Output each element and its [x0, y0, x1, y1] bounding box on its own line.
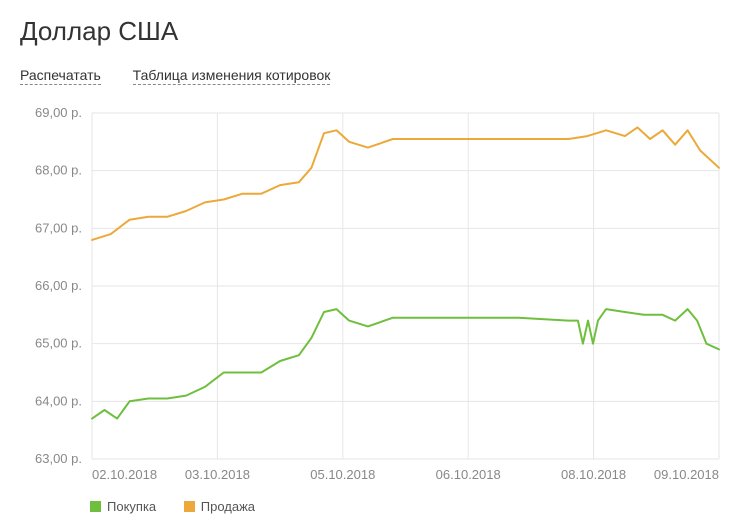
quotes-table-link[interactable]: Таблица изменения котировок	[133, 67, 331, 85]
svg-text:69,00 р.: 69,00 р.	[35, 105, 82, 120]
svg-text:65,00 р.: 65,00 р.	[35, 336, 82, 351]
svg-text:68,00 р.: 68,00 р.	[35, 163, 82, 178]
svg-text:08.10.2018: 08.10.2018	[561, 467, 626, 482]
page-title: Доллар США	[20, 16, 729, 47]
exchange-rate-chart: 63,00 р. 64,00 р. 65,00 р. 66,00 р. 67,00 р.…	[20, 103, 729, 493]
svg-text:64,00 р.: 64,00 р.	[35, 393, 82, 408]
legend-label-buy: Покупка	[107, 499, 156, 514]
svg-text:03.10.2018: 03.10.2018	[185, 467, 250, 482]
svg-text:67,00 р.: 67,00 р.	[35, 220, 82, 235]
svg-text:09.10.2018: 09.10.2018	[654, 467, 719, 482]
legend-swatch-buy	[90, 501, 101, 512]
legend-item-buy: Покупка	[90, 499, 156, 514]
chart-legend: Покупка Продажа	[20, 499, 729, 515]
svg-text:06.10.2018: 06.10.2018	[436, 467, 501, 482]
svg-text:66,00 р.: 66,00 р.	[35, 278, 82, 293]
print-link[interactable]: Распечатать	[20, 67, 101, 85]
legend-item-sell: Продажа	[184, 499, 255, 514]
chart-svg: 63,00 р. 64,00 р. 65,00 р. 66,00 р. 67,00 р.…	[20, 103, 729, 493]
legend-label-sell: Продажа	[201, 499, 255, 514]
svg-text:05.10.2018: 05.10.2018	[310, 467, 375, 482]
legend-swatch-sell	[184, 501, 195, 512]
svg-text:63,00 р.: 63,00 р.	[35, 451, 82, 466]
action-links: Распечатать Таблица изменения котировок	[20, 67, 729, 85]
svg-text:02.10.2018: 02.10.2018	[92, 467, 157, 482]
